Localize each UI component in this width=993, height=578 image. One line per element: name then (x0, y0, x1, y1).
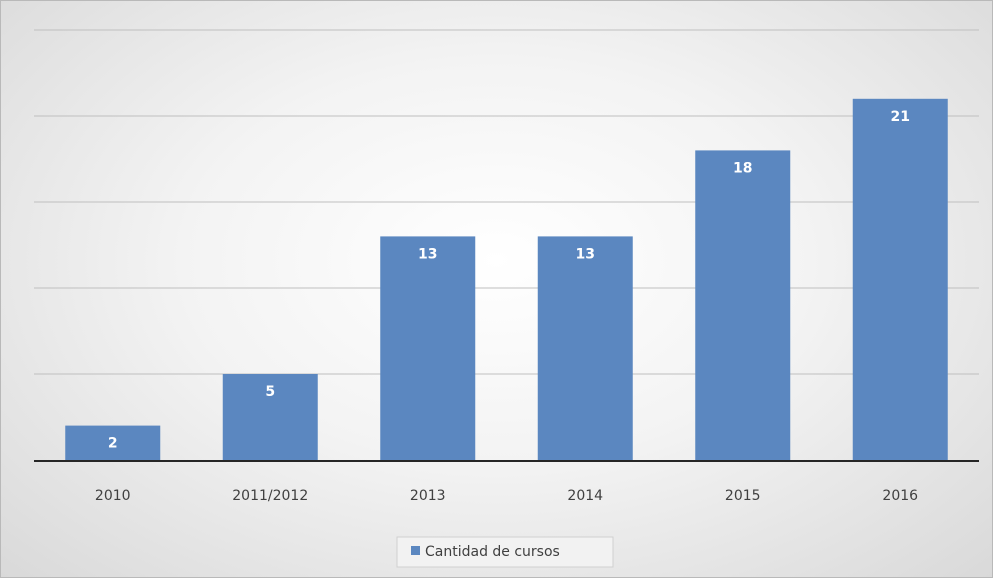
data-label: 21 (891, 109, 910, 125)
data-label: 18 (733, 160, 752, 176)
bar (380, 236, 476, 460)
legend: Cantidad de cursos (396, 536, 614, 568)
tick-label: 2013 (410, 488, 446, 504)
bar (695, 150, 791, 460)
legend-label: Cantidad de cursos (425, 544, 560, 560)
bar (222, 374, 318, 460)
gridlines (34, 29, 979, 375)
tick-label: 2016 (882, 488, 918, 504)
data-label: 13 (418, 246, 437, 262)
data-label: 2 (108, 436, 118, 452)
data-label: 5 (265, 384, 275, 400)
bar (65, 425, 161, 460)
x-axis-ticks: 2010 2011/2012 2013 2014 2015 2016 (95, 488, 918, 504)
bars: 2 5 13 13 18 21 (65, 98, 948, 461)
legend-swatch (411, 546, 420, 555)
data-label: 13 (576, 246, 595, 262)
bar (852, 98, 948, 461)
tick-label: 2014 (567, 488, 603, 504)
tick-label: 2015 (725, 488, 761, 504)
legend-box (396, 536, 614, 568)
tick-label: 2010 (95, 488, 131, 504)
tick-label: 2011/2012 (232, 488, 308, 504)
bar (537, 236, 633, 460)
